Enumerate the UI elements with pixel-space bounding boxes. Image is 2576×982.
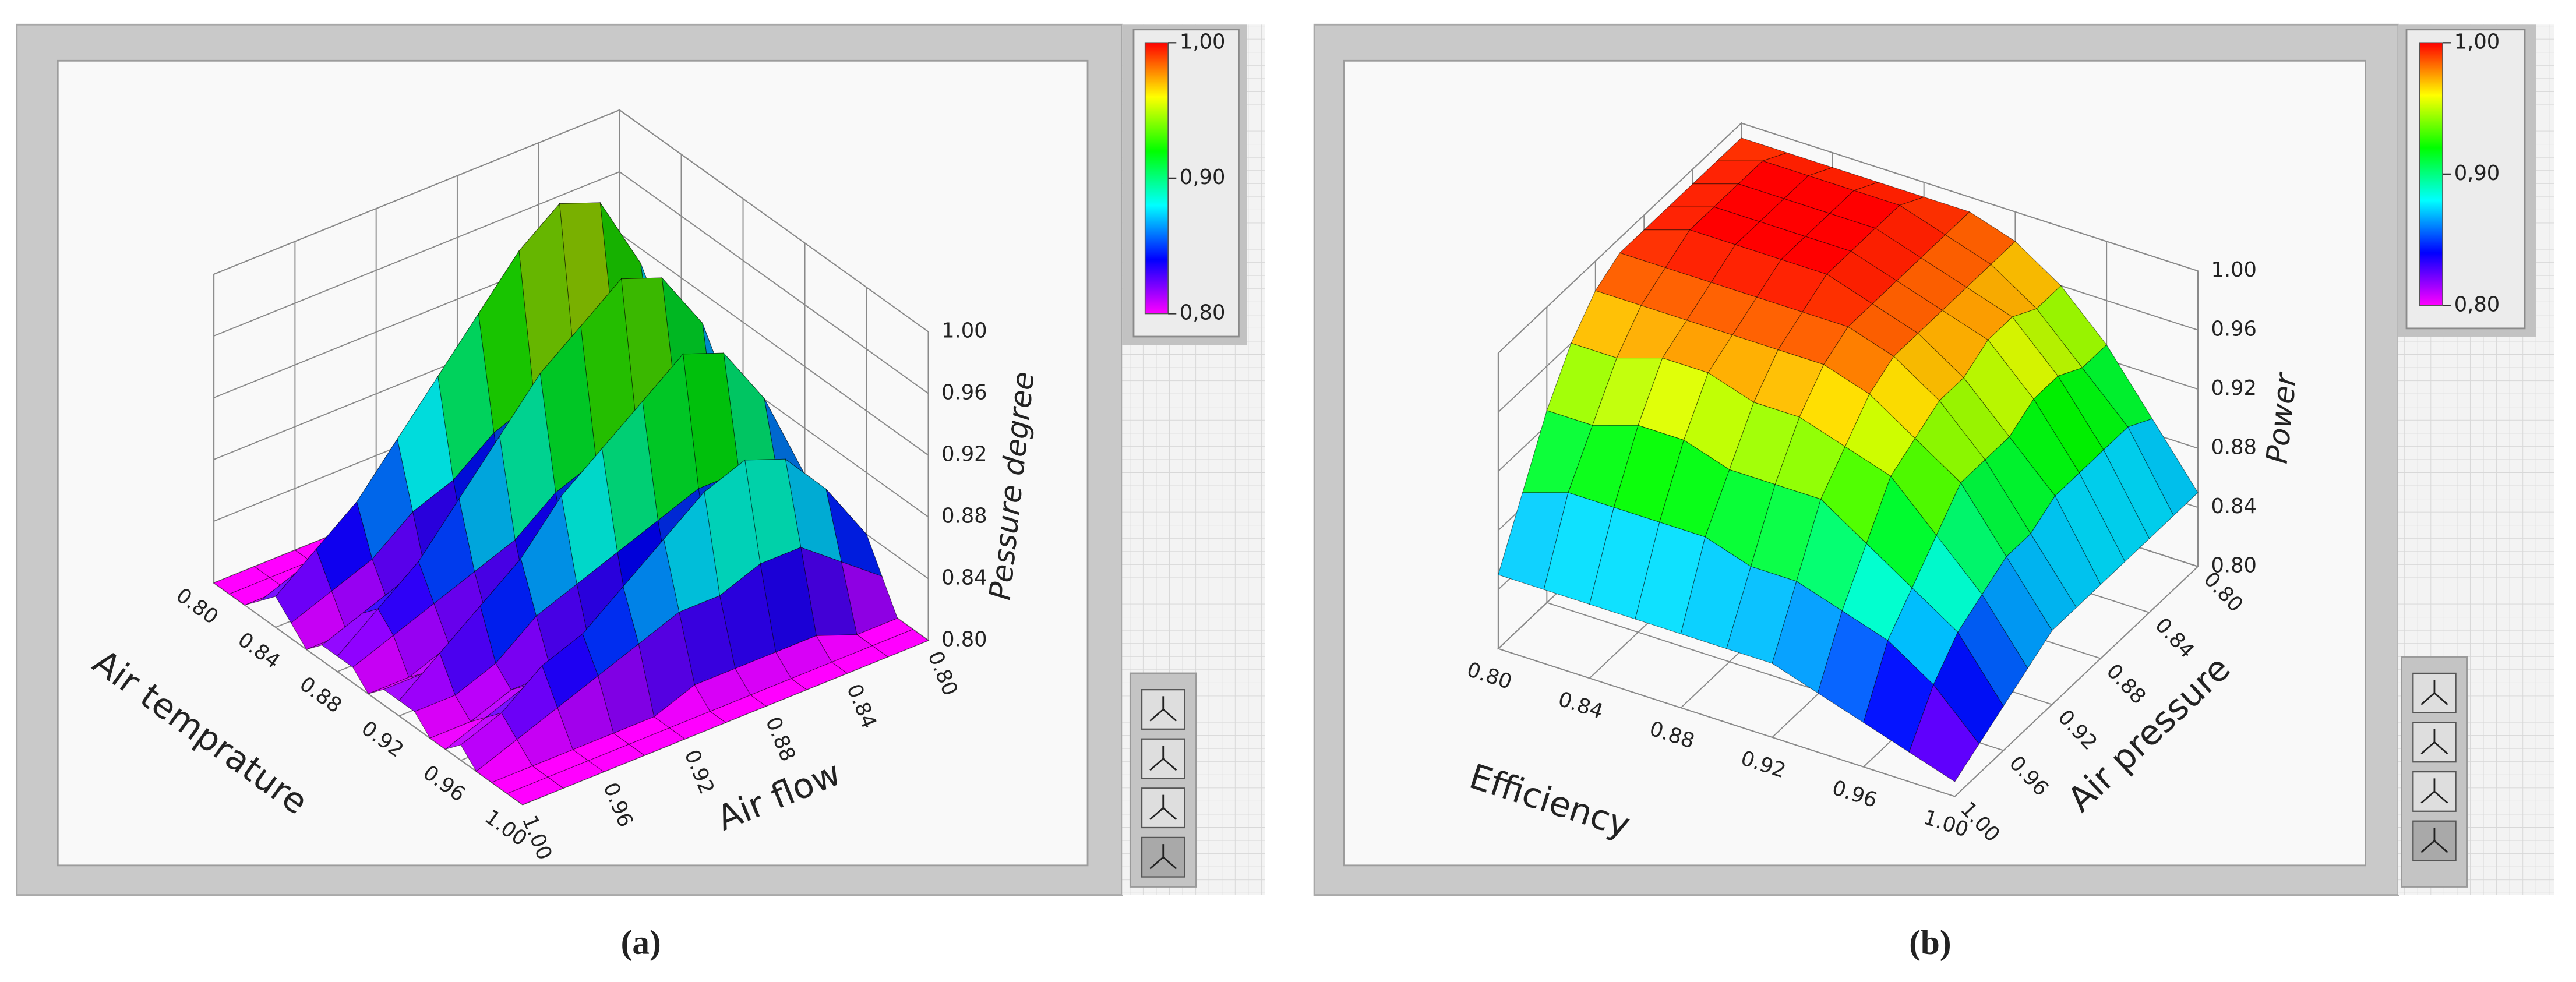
view-button[interactable] bbox=[1141, 738, 1185, 779]
view-button-icon[interactable] bbox=[2420, 778, 2448, 804]
view-button-icon[interactable] bbox=[1149, 696, 1177, 722]
figure-caption: (a) bbox=[621, 923, 661, 962]
colorbar-label: 0,80 bbox=[2454, 292, 2500, 316]
figure-caption: (b) bbox=[1909, 923, 1951, 962]
view-button[interactable] bbox=[1141, 787, 1185, 829]
view-button-icon[interactable] bbox=[2420, 680, 2448, 705]
z-tick-label: 1.00 bbox=[2211, 258, 2257, 282]
colorbar-label: 0,80 bbox=[1180, 301, 1225, 325]
graph-panel: 1,000,900,80(b)0.800.840.880.920.961.000… bbox=[1313, 23, 2554, 962]
grid-line bbox=[1497, 353, 1955, 797]
colorbar-label: 1,00 bbox=[1180, 30, 1225, 54]
view-button[interactable] bbox=[1141, 689, 1185, 730]
z-tick-label: 0.84 bbox=[941, 566, 987, 590]
view-button-icon[interactable] bbox=[2420, 827, 2448, 853]
view-button[interactable] bbox=[2412, 672, 2457, 713]
z-tick-label: 0.92 bbox=[941, 443, 987, 467]
z-tick-label: 0.96 bbox=[2211, 317, 2257, 341]
view-button[interactable] bbox=[2412, 722, 2457, 763]
view-button-icon[interactable] bbox=[2420, 729, 2448, 755]
z-tick-label: 1.00 bbox=[941, 319, 987, 343]
colorbar bbox=[2419, 42, 2443, 306]
view-button-icon[interactable] bbox=[1149, 746, 1177, 771]
z-tick-label: 0.88 bbox=[941, 504, 987, 528]
surface bbox=[1498, 137, 2199, 782]
view-button[interactable] bbox=[2412, 820, 2457, 861]
z-tick-label: 0.80 bbox=[2211, 554, 2257, 578]
view-button-icon[interactable] bbox=[1149, 844, 1177, 870]
view-button[interactable] bbox=[2412, 771, 2457, 812]
z-tick-label: 0.88 bbox=[2211, 436, 2257, 460]
graph-panel: 1,000,900,80(a)0.800.840.880.920.961.000… bbox=[16, 23, 1265, 962]
colorbar-label: 0,90 bbox=[1180, 165, 1225, 189]
colorbar-label: 1,00 bbox=[2454, 30, 2500, 54]
z-tick-label: 0.92 bbox=[2211, 376, 2257, 400]
colorbar-label: 0,90 bbox=[2454, 161, 2500, 185]
view-button[interactable] bbox=[1141, 836, 1185, 878]
surface-patch bbox=[1908, 684, 1980, 782]
z-tick-label: 0.84 bbox=[2211, 494, 2257, 518]
surface-patch bbox=[506, 776, 564, 806]
z-tick-label: 0.96 bbox=[941, 381, 987, 405]
z-tick-label: 0.80 bbox=[941, 628, 987, 652]
view-button-icon[interactable] bbox=[1149, 794, 1177, 820]
surface bbox=[213, 202, 929, 806]
colorbar bbox=[1144, 42, 1169, 315]
